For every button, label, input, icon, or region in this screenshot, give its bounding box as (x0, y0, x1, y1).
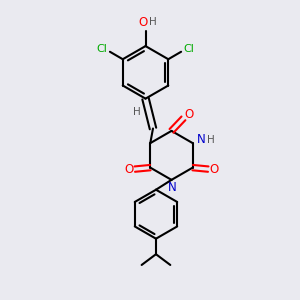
Text: O: O (124, 163, 134, 176)
Text: Cl: Cl (96, 44, 107, 54)
Text: N: N (197, 133, 206, 146)
Text: N: N (168, 182, 177, 194)
Text: O: O (184, 108, 194, 121)
Text: H: H (149, 17, 157, 28)
Text: O: O (139, 16, 148, 29)
Text: O: O (210, 163, 219, 176)
Text: H: H (133, 107, 141, 117)
Text: Cl: Cl (184, 44, 195, 54)
Text: H: H (207, 134, 214, 145)
